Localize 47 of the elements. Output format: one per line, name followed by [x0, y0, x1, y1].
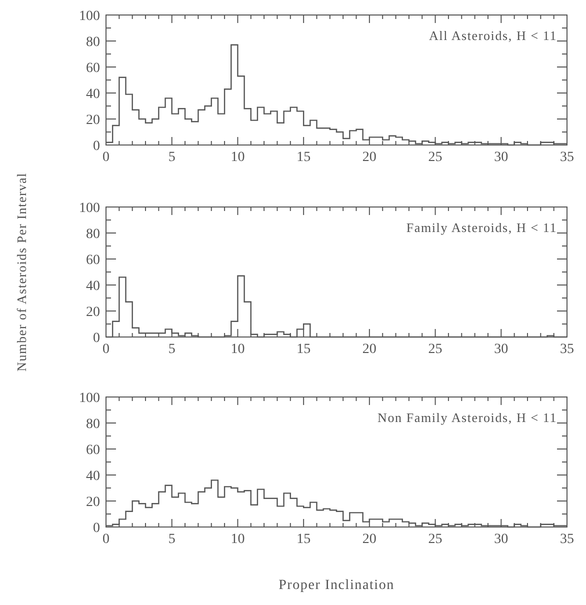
x-tick-label: 5: [168, 532, 176, 547]
y-tick-label: 60: [86, 253, 100, 268]
y-tick-label: 100: [79, 9, 100, 24]
x-tick-label: 5: [168, 342, 176, 357]
y-tick-label: 60: [86, 61, 100, 76]
x-tick-label: 15: [296, 532, 311, 547]
x-tick-label: 0: [102, 342, 110, 357]
x-tick-label: 15: [296, 150, 311, 165]
x-tick-label: 10: [230, 342, 245, 357]
x-tick-label: 25: [428, 532, 442, 547]
y-tick-label: 20: [86, 495, 100, 510]
y-tick-label: 60: [86, 443, 100, 458]
y-tick-label: 80: [86, 417, 100, 432]
y-tick-label: 40: [86, 87, 100, 102]
x-tick-label: 35: [560, 532, 574, 547]
annotation: Family Asteroids, H < 11: [406, 220, 557, 235]
x-tick-label: 20: [362, 342, 376, 357]
x-tick-label: 15: [296, 342, 311, 357]
y-tick-label: 0: [93, 331, 100, 346]
x-tick-label: 35: [560, 150, 574, 165]
y-axis-title: Number of Asteroids Per Interval: [14, 172, 29, 372]
annotation: Non Family Asteroids, H < 11: [378, 410, 557, 425]
x-tick-label: 30: [494, 342, 508, 357]
y-tick-label: 0: [93, 139, 100, 154]
x-tick-label: 20: [362, 150, 376, 165]
y-tick-label: 40: [86, 469, 100, 484]
x-tick-label: 20: [362, 532, 376, 547]
x-tick-label: 0: [102, 532, 110, 547]
y-tick-label: 80: [86, 35, 100, 50]
y-tick-label: 80: [86, 227, 100, 242]
x-tick-label: 30: [494, 532, 508, 547]
x-tick-label: 35: [560, 342, 574, 357]
y-tick-label: 100: [79, 201, 100, 216]
y-tick-label: 40: [86, 279, 100, 294]
x-tick-label: 25: [428, 342, 442, 357]
x-tick-label: 10: [230, 532, 245, 547]
y-tick-label: 20: [86, 305, 100, 320]
y-tick-label: 100: [79, 391, 100, 406]
y-tick-label: 0: [93, 521, 100, 536]
annotation: All Asteroids, H < 11: [428, 28, 557, 43]
x-axis-title: Proper Inclination: [278, 578, 394, 593]
x-tick-label: 10: [230, 150, 245, 165]
x-tick-label: 0: [102, 150, 110, 165]
x-tick-label: 30: [494, 150, 508, 165]
y-tick-label: 20: [86, 113, 100, 128]
x-tick-label: 25: [428, 150, 442, 165]
x-tick-label: 5: [168, 150, 176, 165]
